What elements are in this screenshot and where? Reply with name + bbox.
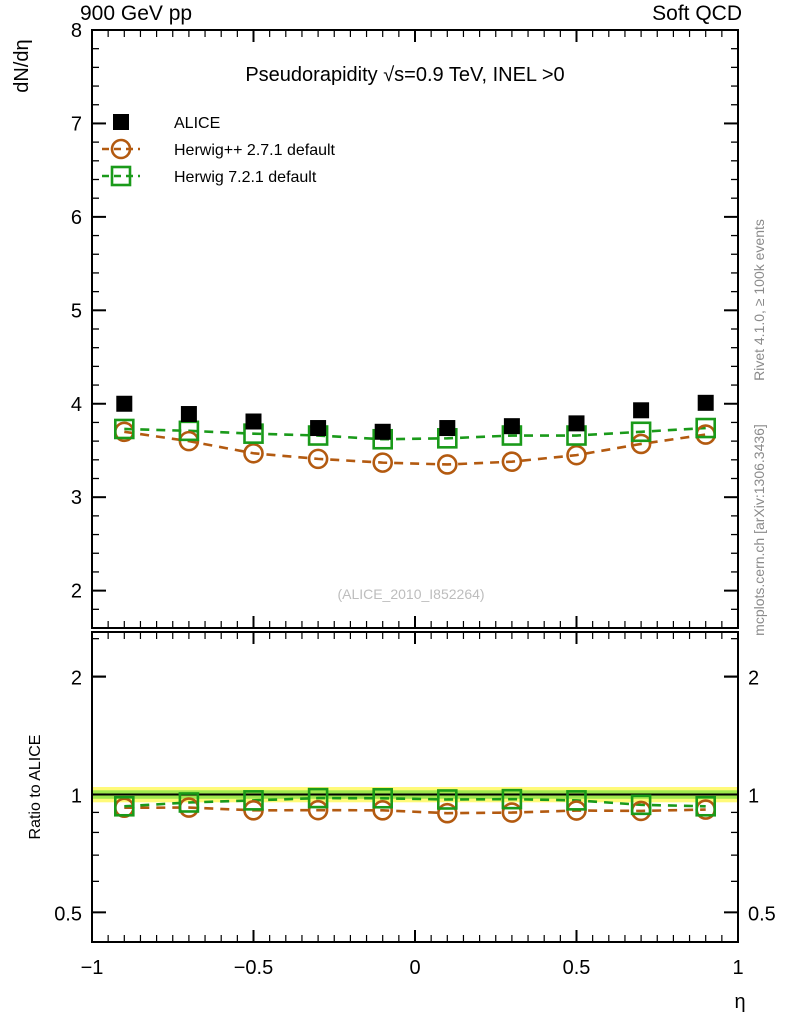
header-left-text: 900 GeV pp [80,2,192,25]
series-point-marker [566,444,587,466]
series-point-marker [697,394,714,411]
ratio-y-tick-label: 0.5 [54,903,82,925]
ratio-series-point-marker [372,787,394,809]
series-point-marker [630,421,652,443]
y-tick-label: 7 [71,113,82,135]
x-axis-label-text: η [734,991,745,1013]
legend-label: ALICE [174,115,220,132]
y-tick-label: 2 [71,581,82,603]
y-tick-label: 5 [71,300,82,322]
y-tick-label: 4 [71,394,82,416]
ratio-series-point-marker [307,799,329,821]
ratio-series-point-marker [436,789,458,810]
y-tick-label: 6 [71,207,82,229]
ratio-series-point-marker [436,802,458,824]
ratio-series-point-marker [501,788,523,810]
ratio-y-tick-label-right: 0.5 [748,903,776,925]
legend-marker [113,114,129,130]
series-point-marker [180,406,197,423]
ratio-y-tick-label: 2 [71,668,82,690]
x-tick-label: 0.5 [563,957,591,979]
series-point-marker [245,413,262,430]
series-point-marker [374,423,391,440]
ratio-y-tick-label: 1 [71,785,82,807]
ratio-y-tick-label-right: 2 [748,668,759,690]
ratio-series-point-marker [307,787,329,809]
series-point-marker [633,402,650,419]
ratio-series-point-marker [178,792,200,813]
ratio-series-line [124,796,706,808]
ratio-series-point-marker [695,795,717,817]
legend-label: Herwig++ 2.7.1 default [174,142,336,159]
side-text-bottom-text: mcplots.cern.ch [arXiv:1306.3436] [751,424,767,636]
plot-title-text: Pseudorapidity √s=0.9 TeV, INEL >0 [245,64,564,86]
ratio-series-point-marker [372,800,394,821]
watermark-text: (ALICE_2010_I852264) [337,586,484,602]
series-point-marker [503,418,520,435]
ratio-series-point-marker [630,794,652,816]
series-point-marker [568,415,585,432]
series-point-marker [372,452,394,473]
legend-label: Herwig 7.2.1 default [174,169,317,186]
side-text-top-text: Rivet 4.1.0, ≥ 100k events [751,219,767,381]
series-line [124,430,706,466]
x-tick-label: 0 [409,957,420,979]
y-axis-label-text: dN/dη [11,39,33,92]
ratio-axis-label-text: Ratio to ALICE [27,735,44,840]
series-point-marker [630,433,652,455]
series-point-marker [310,420,327,437]
series-point-marker [695,417,717,439]
ratio-y-tick-label-right: 1 [748,785,759,807]
ratio-series-point-marker [501,802,523,823]
x-tick-label: −1 [81,957,104,979]
ratio-series-line [124,806,706,815]
series-point-marker [116,395,133,412]
series-line [124,426,706,441]
series-point-marker [501,451,523,472]
ratio-series-point-marker [566,790,587,811]
ratio-series-point-marker [243,790,264,811]
x-tick-label: −0.5 [234,957,273,979]
y-tick-label: 3 [71,487,82,509]
x-tick-label: 1 [732,957,743,979]
y-tick-label: 8 [71,20,82,42]
header-right-text: Soft QCD [652,2,742,25]
legend-marker [110,165,132,187]
series-point-marker [307,448,329,470]
series-point-marker [114,418,135,440]
series-point-marker [436,454,458,475]
legend-marker [110,138,132,160]
series-point-marker [243,442,264,464]
series-point-marker [439,420,456,437]
ratio-series-point-marker [114,795,135,817]
